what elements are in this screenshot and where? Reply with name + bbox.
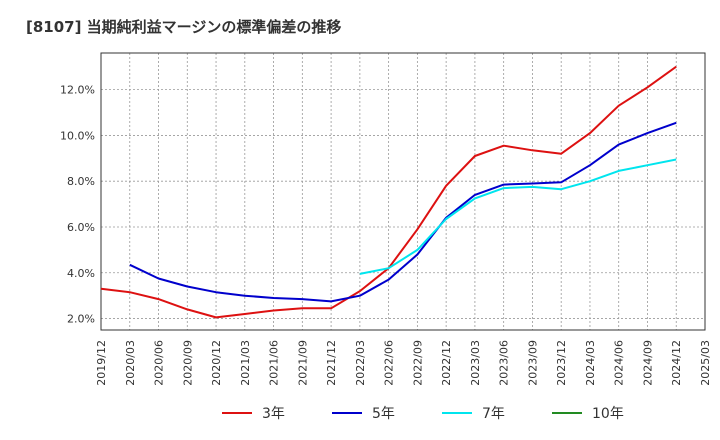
plot-background bbox=[101, 53, 705, 330]
y-tick-label: 2.0% bbox=[67, 313, 95, 326]
x-tick-label: 2019/12 bbox=[95, 340, 108, 386]
series-line-7年 bbox=[359, 158, 677, 275]
x-tick-label: 2023/12 bbox=[555, 340, 568, 386]
y-tick-label: 6.0% bbox=[67, 221, 95, 234]
x-tick-label: 2025/03 bbox=[699, 340, 712, 386]
x-tick-label: 2020/03 bbox=[124, 340, 137, 386]
x-tick-label: 2022/03 bbox=[354, 340, 367, 386]
x-tick-label: 2020/12 bbox=[210, 340, 223, 386]
x-tick-label: 2020/06 bbox=[153, 340, 166, 386]
legend-label-10年: 10年 bbox=[592, 406, 624, 422]
plot-area: 2.0% 4.0% 6.0% 8.0% 10.0% 12.0% 2019/12 2020/03… bbox=[60, 52, 712, 386]
x-tick-label: 2024/06 bbox=[613, 340, 626, 386]
legend-label-3年: 3年 bbox=[262, 406, 285, 422]
x-tick-label: 2022/09 bbox=[411, 340, 424, 386]
x-tick-label: 2020/09 bbox=[181, 340, 194, 386]
x-tick-label: 2021/09 bbox=[296, 340, 309, 386]
legend: 3年 5年 7年 10年 bbox=[222, 406, 624, 422]
x-tick-label: 2022/12 bbox=[440, 340, 453, 386]
x-tick-label: 2023/09 bbox=[526, 340, 539, 386]
y-tick-label: 4.0% bbox=[67, 267, 95, 280]
x-tick-label: 2021/03 bbox=[239, 340, 252, 386]
y-tick-label: 12.0% bbox=[60, 84, 95, 97]
plot-frame bbox=[100, 52, 706, 331]
x-tick-label: 2023/03 bbox=[469, 340, 482, 386]
legend-label-7年: 7年 bbox=[482, 406, 505, 422]
x-tick-label: 2021/12 bbox=[325, 340, 338, 386]
x-tick-label: 2021/06 bbox=[268, 340, 281, 386]
series-line-5年 bbox=[129, 121, 677, 303]
x-tick-label: 2023/06 bbox=[498, 340, 511, 386]
x-tick-label: 2024/03 bbox=[584, 340, 597, 386]
y-tick-label: 10.0% bbox=[60, 129, 95, 142]
y-tick-label: 8.0% bbox=[67, 175, 95, 188]
x-tick-label: 2024/12 bbox=[670, 340, 683, 386]
chart-title: [8107] 当期純利益マージンの標準偏差の推移 bbox=[26, 18, 341, 36]
legend-label-5年: 5年 bbox=[372, 406, 395, 422]
x-tick-label: 2024/09 bbox=[641, 340, 654, 386]
x-tick-label: 2022/06 bbox=[383, 340, 396, 386]
